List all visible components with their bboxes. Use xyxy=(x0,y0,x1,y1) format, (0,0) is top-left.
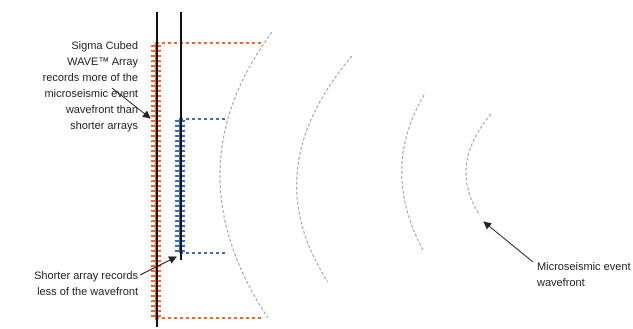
arrow-icon xyxy=(483,221,534,263)
sigma-array-label-line: records more of the xyxy=(42,72,138,84)
sigma-array-label-line: shorter arrays xyxy=(70,120,138,132)
sigma-array-label: Sigma Cubed WAVE™ Array records more of … xyxy=(22,38,138,134)
wavefront-arc-2 xyxy=(296,55,353,283)
wavefront-label-line: Microseismic event xyxy=(537,261,631,273)
sigma-array-label-line: wavefront than xyxy=(65,104,138,116)
sigma-array-label-line: WAVE™ Array xyxy=(67,56,138,68)
wavefront-arc-1 xyxy=(219,31,273,319)
wavefront-arc-3 xyxy=(401,94,425,251)
short-array-label-line: Shorter array records xyxy=(34,270,138,282)
wavefront-arc-4 xyxy=(465,113,492,215)
arrow-icon xyxy=(139,256,177,276)
arrow-icon xyxy=(111,87,151,119)
wavefront-label: Microseismic event wavefront xyxy=(537,259,631,291)
wavefront-arcs xyxy=(219,31,492,319)
sigma-array-label-line: microseismic event xyxy=(44,88,138,100)
sigma-array-label-line: Sigma Cubed xyxy=(71,40,138,52)
wavefront-label-line: wavefront xyxy=(537,277,585,289)
short-array xyxy=(175,118,226,254)
short-array-label-line: less of the wavefront xyxy=(37,286,138,298)
short-array-label: Shorter array records less of the wavefr… xyxy=(6,268,138,300)
